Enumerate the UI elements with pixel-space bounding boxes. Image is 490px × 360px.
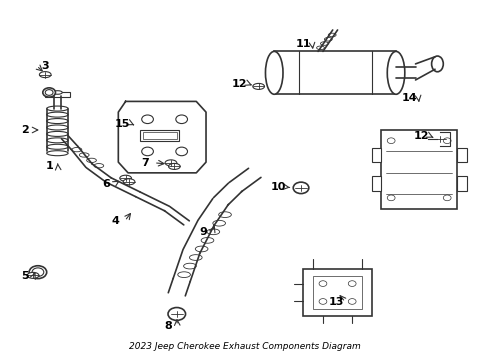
Ellipse shape (47, 144, 68, 149)
Bar (457, 148, 466, 162)
Text: 11: 11 (296, 39, 311, 49)
Ellipse shape (79, 153, 89, 157)
Ellipse shape (319, 298, 327, 304)
Ellipse shape (319, 281, 327, 287)
Bar (372, 148, 381, 162)
Bar (457, 176, 466, 191)
Text: 2: 2 (21, 125, 28, 135)
Text: 3: 3 (42, 61, 49, 71)
Ellipse shape (190, 255, 202, 260)
Ellipse shape (142, 115, 153, 123)
Ellipse shape (266, 51, 283, 94)
Text: 14: 14 (402, 93, 417, 103)
Ellipse shape (168, 307, 186, 320)
Ellipse shape (120, 175, 131, 181)
Bar (372, 176, 381, 191)
Ellipse shape (171, 311, 183, 317)
Ellipse shape (123, 179, 135, 185)
Ellipse shape (434, 136, 446, 142)
Ellipse shape (47, 125, 68, 130)
Ellipse shape (47, 118, 68, 123)
Ellipse shape (348, 281, 356, 287)
Ellipse shape (317, 46, 324, 50)
Ellipse shape (142, 147, 153, 156)
Ellipse shape (432, 56, 443, 72)
Text: 7: 7 (141, 158, 149, 168)
Ellipse shape (387, 138, 395, 144)
Ellipse shape (324, 37, 332, 41)
Ellipse shape (443, 138, 451, 144)
Ellipse shape (47, 106, 68, 111)
Ellipse shape (443, 195, 451, 201)
Text: 2023 Jeep Cherokee Exhaust Components Diagram: 2023 Jeep Cherokee Exhaust Components Di… (129, 342, 361, 351)
Ellipse shape (293, 182, 309, 194)
Text: 1: 1 (45, 161, 53, 171)
Bar (381, 130, 457, 208)
Ellipse shape (213, 220, 225, 226)
Ellipse shape (295, 185, 307, 191)
Bar (45, 93, 70, 97)
Ellipse shape (178, 272, 191, 278)
Ellipse shape (165, 160, 177, 166)
Ellipse shape (201, 238, 214, 243)
Ellipse shape (47, 151, 68, 156)
Text: 13: 13 (329, 297, 344, 307)
Ellipse shape (27, 273, 39, 278)
Ellipse shape (94, 163, 104, 168)
Text: 5: 5 (21, 271, 28, 282)
Ellipse shape (169, 163, 180, 170)
Bar (143, 132, 177, 139)
Text: 9: 9 (199, 227, 208, 237)
Text: 10: 10 (270, 182, 286, 192)
Ellipse shape (348, 298, 356, 304)
Ellipse shape (39, 72, 51, 78)
Bar (313, 276, 362, 309)
Ellipse shape (47, 138, 68, 143)
Ellipse shape (328, 33, 336, 37)
Ellipse shape (387, 195, 395, 201)
Ellipse shape (72, 148, 82, 152)
Ellipse shape (47, 112, 68, 117)
Bar (274, 51, 396, 94)
Bar (303, 269, 372, 316)
Ellipse shape (176, 147, 188, 156)
Ellipse shape (176, 115, 188, 123)
Text: 6: 6 (102, 179, 110, 189)
Ellipse shape (207, 229, 220, 235)
Ellipse shape (253, 84, 265, 89)
Ellipse shape (43, 88, 55, 97)
Text: 12: 12 (414, 131, 429, 141)
Ellipse shape (184, 263, 196, 269)
Bar (140, 130, 179, 141)
Ellipse shape (32, 268, 44, 276)
Ellipse shape (87, 158, 97, 162)
Ellipse shape (196, 246, 208, 252)
Ellipse shape (387, 51, 405, 94)
Text: 15: 15 (115, 118, 130, 129)
Ellipse shape (47, 131, 68, 136)
Ellipse shape (219, 212, 231, 217)
Text: 4: 4 (112, 216, 120, 226)
Ellipse shape (52, 91, 62, 94)
Ellipse shape (320, 42, 328, 45)
Ellipse shape (29, 266, 47, 279)
Text: 12: 12 (231, 78, 247, 89)
Text: 8: 8 (165, 321, 172, 331)
Ellipse shape (45, 90, 53, 95)
